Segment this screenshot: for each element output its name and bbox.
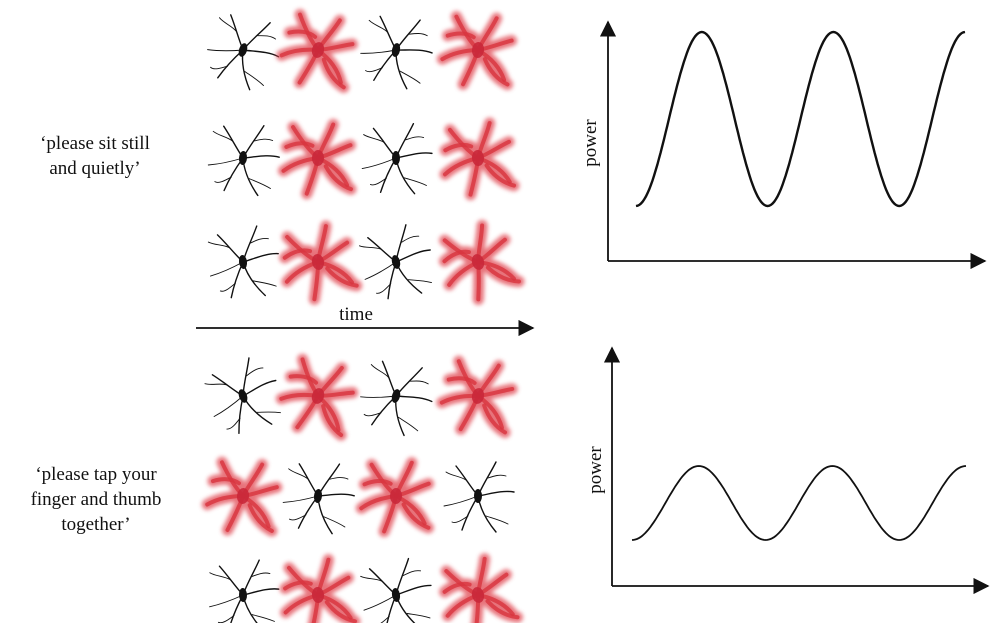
neuron-grid-top [207, 9, 525, 305]
time-label: time [339, 304, 373, 325]
instruction-rest-line-1: ‘please sit still [40, 133, 150, 154]
neuron-bottom-r3-c3 [360, 557, 432, 623]
neuron-top-r3-c3 [358, 224, 432, 300]
neuron-grid-bottom [201, 353, 523, 623]
instruction-rest: ‘please sit still and quietly’ [15, 131, 175, 181]
neuron-top-r2-c3 [361, 122, 433, 195]
neuron-bottom-r3-c4 [439, 553, 523, 623]
neuron-bottom-r2-c3 [355, 457, 435, 537]
neuron-top-r2-c2 [278, 119, 357, 200]
instruction-tap: ‘please tap your finger and thumb togeth… [2, 462, 190, 537]
neuron-top-r2-c4 [439, 117, 520, 201]
instruction-rest-line-2: and quietly’ [49, 158, 141, 179]
plot-rest-ylabel: power [580, 119, 601, 167]
power-wave-tap [631, 465, 967, 541]
power-plot-tap: power [585, 346, 990, 595]
neuron-bottom-r2-c2 [282, 463, 355, 535]
power-wave-rest [635, 30, 966, 208]
instruction-tap-line-2: finger and thumb [30, 489, 162, 510]
neuron-bottom-r1-c2 [275, 353, 359, 441]
neuron-top-r1-c1 [207, 14, 280, 91]
neuron-top-r1-c4 [436, 11, 518, 90]
neuron-bottom-r3-c2 [279, 554, 361, 623]
neuron-top-r1-c3 [360, 15, 433, 90]
plot-tap-ylabel: power [585, 446, 606, 494]
neuron-bottom-r1-c3 [360, 360, 433, 437]
neuron-top-r3-c2 [279, 220, 363, 305]
neuron-top-r1-c2 [276, 9, 358, 93]
neuron-bottom-r2-c1 [201, 456, 283, 537]
instruction-tap-line-1: ‘please tap your [35, 464, 157, 485]
instruction-tap-line-3: together’ [61, 514, 131, 535]
neuron-bottom-r1-c4 [436, 355, 518, 438]
neuron-bottom-r1-c1 [204, 357, 281, 435]
neuron-top-r3-c1 [207, 225, 279, 299]
neuron-bottom-r2-c4 [443, 461, 515, 533]
neuron-bottom-r3-c1 [209, 559, 280, 623]
power-plot-rest: power [580, 20, 987, 270]
neuron-top-r3-c4 [438, 219, 525, 305]
neuron-top-r2-c1 [207, 124, 280, 197]
